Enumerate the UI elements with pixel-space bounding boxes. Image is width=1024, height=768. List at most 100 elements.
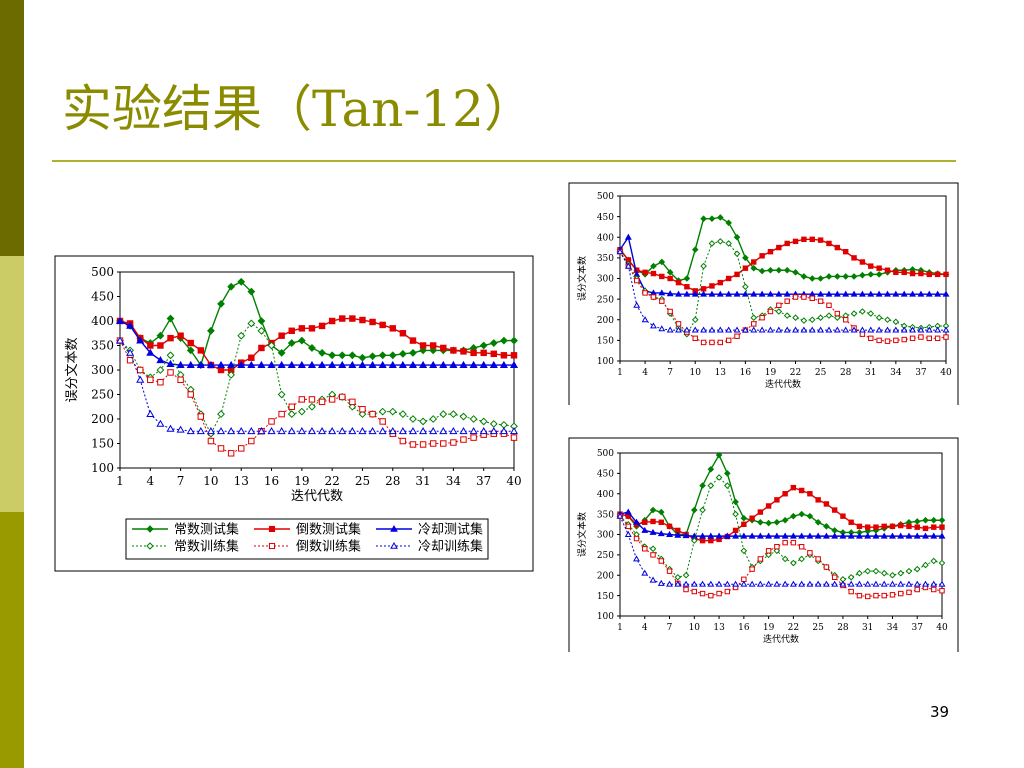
data-point xyxy=(186,346,195,355)
data-point xyxy=(700,262,707,270)
data-point xyxy=(715,532,723,539)
data-point xyxy=(782,539,788,546)
data-point xyxy=(666,269,674,276)
data-point xyxy=(847,573,855,581)
data-point xyxy=(328,396,336,403)
data-point xyxy=(834,273,841,280)
data-point xyxy=(177,332,184,339)
y-tick-label: 250 xyxy=(597,295,614,305)
data-point xyxy=(227,427,236,435)
data-point xyxy=(167,334,174,342)
data-point xyxy=(449,427,458,435)
data-point xyxy=(642,269,648,276)
data-point xyxy=(847,532,855,539)
data-point xyxy=(359,405,366,413)
data-point xyxy=(115,316,125,324)
x-tick-label: 16 xyxy=(740,368,752,378)
data-point xyxy=(378,360,387,368)
data-point xyxy=(938,559,946,567)
data-point xyxy=(859,308,866,315)
chart-main: 100 150 200 250 300 350 400 450 500 1 4 7 10 13 16 19 22… xyxy=(54,255,534,572)
series-line xyxy=(619,476,943,580)
data-point xyxy=(725,219,732,227)
data-point xyxy=(287,360,296,368)
data-point xyxy=(429,415,438,423)
x-tick-label: 1 xyxy=(116,474,124,488)
data-point xyxy=(708,290,716,297)
data-point xyxy=(776,302,782,309)
data-point xyxy=(931,524,937,530)
data-point xyxy=(765,503,772,509)
y-tick-label: 400 xyxy=(597,490,614,500)
legend-label: 常数训练集 xyxy=(174,539,239,555)
data-point xyxy=(157,342,164,349)
x-tick-label: 1 xyxy=(617,368,623,378)
data-point xyxy=(167,369,174,376)
data-point xyxy=(925,290,933,297)
data-point xyxy=(197,413,205,420)
data-point xyxy=(749,515,755,521)
data-point xyxy=(741,521,747,528)
data-point xyxy=(913,532,921,539)
data-point xyxy=(307,360,317,368)
data-point xyxy=(237,427,246,435)
data-point xyxy=(298,325,306,332)
data-point xyxy=(308,344,316,352)
data-point xyxy=(459,427,468,435)
data-point xyxy=(308,396,316,403)
data-point xyxy=(905,532,913,539)
data-point xyxy=(642,546,648,552)
x-tick-label: 13 xyxy=(715,368,727,378)
x-tick-label: 10 xyxy=(690,368,702,378)
data-point xyxy=(409,348,417,357)
data-point xyxy=(725,275,732,282)
data-point xyxy=(909,270,916,277)
plot-area xyxy=(119,271,515,469)
data-point xyxy=(247,360,256,368)
data-point xyxy=(790,484,797,491)
data-point xyxy=(773,532,781,539)
data-point xyxy=(339,393,346,401)
data-point xyxy=(196,360,205,368)
data-point xyxy=(699,506,706,514)
data-point xyxy=(783,290,791,297)
data-point xyxy=(809,236,815,243)
data-point xyxy=(297,427,306,435)
data-point xyxy=(884,290,891,297)
data-point xyxy=(717,214,724,221)
data-point xyxy=(641,569,649,576)
data-point xyxy=(876,265,882,271)
series-line xyxy=(619,511,942,537)
data-point xyxy=(815,497,821,503)
data-point xyxy=(126,348,135,356)
data-point xyxy=(510,352,518,359)
data-point xyxy=(674,580,682,587)
legend-label: 冷却测试集 xyxy=(418,522,483,538)
series-line xyxy=(619,486,942,542)
data-point xyxy=(257,326,266,335)
data-point xyxy=(439,410,448,419)
data-point xyxy=(510,434,518,441)
data-point xyxy=(429,360,438,368)
data-point xyxy=(187,339,194,347)
data-point xyxy=(675,290,682,297)
data-point xyxy=(740,514,748,522)
data-point xyxy=(509,427,519,435)
x-tick-label: 40 xyxy=(506,474,521,488)
data-point xyxy=(649,545,657,553)
x-tick-label: 22 xyxy=(790,368,801,378)
data-point xyxy=(807,491,813,497)
data-point xyxy=(798,544,805,550)
data-point xyxy=(749,566,755,572)
data-point xyxy=(238,445,245,452)
data-point xyxy=(338,360,347,368)
y-tick-label: 150 xyxy=(91,437,114,451)
data-point xyxy=(187,391,194,398)
data-point xyxy=(691,290,699,297)
data-point xyxy=(864,593,871,600)
data-point xyxy=(419,441,427,448)
data-point xyxy=(675,279,682,286)
data-point xyxy=(742,283,749,291)
data-point xyxy=(765,551,772,559)
data-point xyxy=(823,501,830,507)
